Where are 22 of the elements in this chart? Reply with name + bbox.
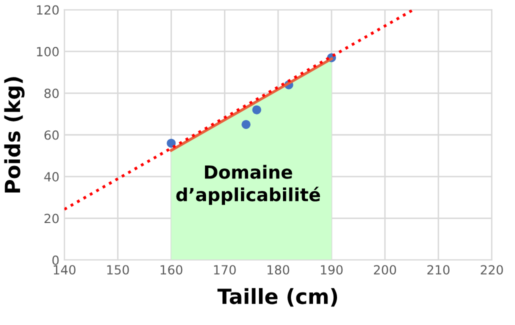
y-tick-label: 100 xyxy=(37,46,59,56)
point xyxy=(166,138,176,148)
point xyxy=(252,105,262,114)
x-tick-label: 210 xyxy=(427,265,450,275)
annotation: Domaine d’applicabilité xyxy=(176,164,320,205)
x-tick-label: 150 xyxy=(107,265,129,275)
point xyxy=(242,120,251,129)
y-tick-label: 0 xyxy=(52,255,59,265)
x-tick-label: 220 xyxy=(480,265,503,275)
x-tick-label: 170 xyxy=(214,265,236,275)
x-tick-label: 200 xyxy=(374,265,396,275)
y-tick-label: 60 xyxy=(44,130,59,140)
x-axis-title: Taille (cm) xyxy=(217,288,338,307)
y-tick-label: 40 xyxy=(44,172,59,182)
x-tick-label: 180 xyxy=(268,265,290,275)
x-tick-label: 140 xyxy=(54,265,76,275)
y-tick-label: 120 xyxy=(37,5,59,15)
y-tick-label: 20 xyxy=(44,214,59,224)
x-tick-label: 190 xyxy=(320,265,343,275)
x-tick-label: 160 xyxy=(160,265,182,275)
y-tick-label: 80 xyxy=(44,88,59,98)
y-axis-title: Poids (kg) xyxy=(4,77,25,193)
